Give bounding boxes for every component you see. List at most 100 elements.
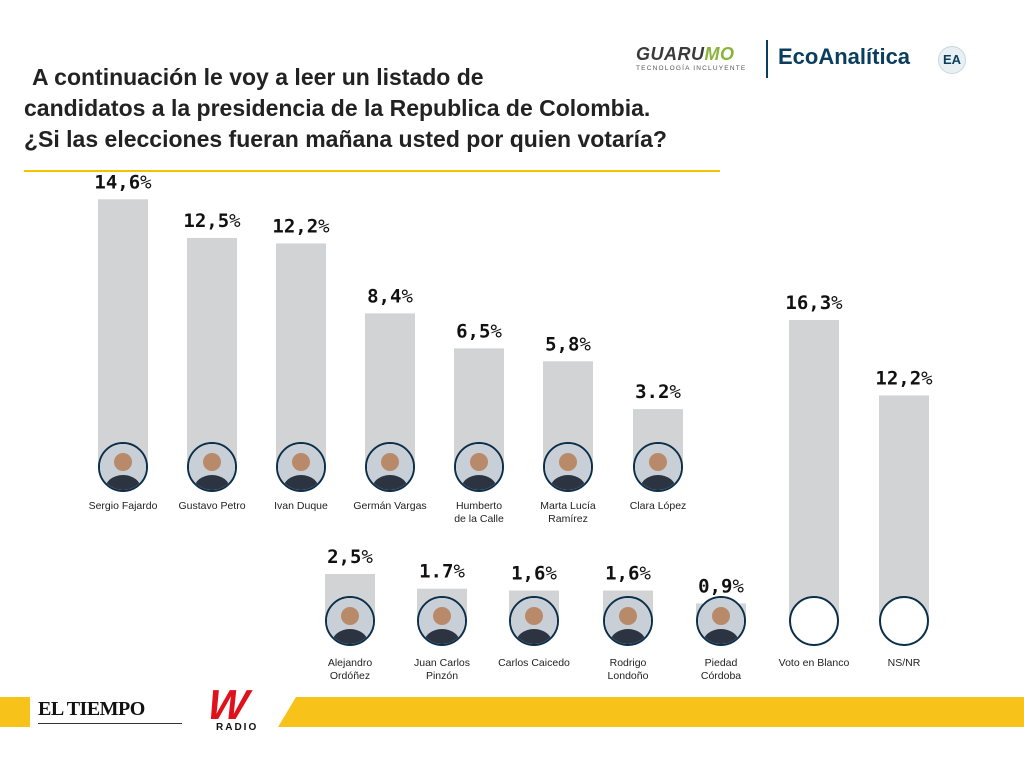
- value-label-juan-carlos-pinzon: 1.7%: [419, 561, 465, 583]
- portrait-figure-gustavo-petro: [189, 444, 235, 490]
- portrait-head-juan-carlos-pinzon: [433, 607, 451, 625]
- value-number-piedad-cordoba: 0,9: [698, 575, 732, 597]
- value-number-ns-nr: 12,2: [875, 367, 921, 389]
- value-percent-piedad-cordoba: %: [732, 575, 744, 597]
- portrait-icon-clara-lopez: [633, 442, 683, 492]
- portrait-body-rodrigo-londono: [610, 629, 646, 644]
- portrait-body-alejandro-ordonez: [332, 629, 368, 644]
- value-number-alejandro-ordonez: 2,5: [327, 546, 361, 568]
- value-percent-ivan-duque: %: [318, 215, 330, 237]
- portrait-icon-german-vargas: [365, 442, 415, 492]
- value-label-rodrigo-londono: 1,6%: [605, 563, 651, 585]
- value-label-german-vargas: 8,4%: [367, 285, 413, 307]
- portrait-body-ivan-duque: [283, 475, 319, 490]
- value-number-juan-carlos-pinzon: 1.7: [419, 561, 453, 583]
- value-percent-gustavo-petro: %: [229, 210, 241, 232]
- logo-separator: [766, 40, 768, 78]
- portrait-icon-sergio-fajardo: [98, 442, 148, 492]
- guarumo-logo: GUARUMO TECNOLOGÍA INCLUYENTE: [636, 44, 758, 78]
- portrait-body-sergio-fajardo: [105, 475, 141, 490]
- bar-voto-en-blanco: [789, 320, 839, 620]
- candidate-name-voto-en-blanco: Voto en Blanco: [779, 657, 850, 669]
- value-percent-humberto-de-la-calle: %: [490, 320, 502, 342]
- question-title: A continuación le voy a leer un listado …: [24, 62, 744, 155]
- candidate-name-german-vargas: Germán Vargas: [353, 500, 426, 512]
- value-label-gustavo-petro: 12,5%: [183, 210, 241, 232]
- candidate-name-humberto-de-la-calle-line-1: Humberto: [456, 500, 502, 512]
- value-label-voto-en-blanco: 16,3%: [785, 292, 843, 314]
- portrait-icon-piedad-cordoba: [696, 596, 746, 646]
- value-percent-sergio-fajardo: %: [140, 171, 152, 193]
- value-percent-voto-en-blanco: %: [831, 292, 843, 314]
- candidate-name-rodrigo-londono-line-2: Londoño: [608, 670, 649, 682]
- portrait-body-gustavo-petro: [194, 475, 230, 490]
- candidate-name-piedad-cordoba-line-1: Piedad: [705, 657, 738, 669]
- w-radio-mark: W: [204, 681, 252, 728]
- portrait-figure-german-vargas: [367, 444, 413, 490]
- candidate-name-marta-lucia-ramirez-line-2: Ramírez: [548, 513, 588, 525]
- portrait-icon-alejandro-ordonez: [325, 596, 375, 646]
- value-percent-ns-nr: %: [921, 367, 933, 389]
- candidate-name-piedad-cordoba-line-2: Córdoba: [701, 670, 741, 682]
- candidate-name-alejandro-ordonez-line-1: Alejandro: [328, 657, 373, 669]
- portrait-icon-carlos-caicedo: [509, 596, 559, 646]
- portrait-body-carlos-caicedo: [516, 629, 552, 644]
- portrait-head-german-vargas: [381, 453, 399, 471]
- empty-portrait-icon-ns-nr: [879, 596, 929, 646]
- portrait-head-alejandro-ordonez: [341, 607, 359, 625]
- candidate-name-carlos-caicedo: Carlos Caicedo: [498, 657, 570, 669]
- title-underline: [24, 170, 720, 172]
- portrait-body-clara-lopez: [640, 475, 676, 490]
- w-radio-label: RADIO: [216, 722, 259, 733]
- value-number-carlos-caicedo: 1,6: [511, 563, 545, 585]
- empty-portrait-icon-voto-en-blanco: [789, 596, 839, 646]
- value-number-humberto-de-la-calle: 6,5: [456, 320, 490, 342]
- portrait-icon-marta-lucia-ramirez: [543, 442, 593, 492]
- guarumo-wordmark: GUARUMO: [636, 44, 758, 64]
- value-label-ivan-duque: 12,2%: [272, 215, 330, 237]
- value-label-carlos-caicedo: 1,6%: [511, 563, 557, 585]
- value-label-clara-lopez: 3.2%: [635, 381, 681, 403]
- portrait-head-marta-lucia-ramirez: [559, 453, 577, 471]
- value-percent-juan-carlos-pinzon: %: [453, 561, 465, 583]
- candidate-name-clara-lopez: Clara López: [630, 500, 687, 512]
- value-label-marta-lucia-ramirez: 5,8%: [545, 333, 591, 355]
- portrait-head-humberto-de-la-calle: [470, 453, 488, 471]
- value-number-ivan-duque: 12,2: [272, 215, 318, 237]
- portrait-figure-rodrigo-londono: [605, 598, 651, 644]
- w-radio-logo: W RADIO: [204, 681, 268, 738]
- guarumo-word-b: MO: [704, 44, 735, 64]
- portrait-head-clara-lopez: [649, 453, 667, 471]
- value-number-marta-lucia-ramirez: 5,8: [545, 333, 579, 355]
- portrait-figure-humberto-de-la-calle: [456, 444, 502, 490]
- ecoanalitica-logo: EcoAnalítica: [778, 44, 911, 69]
- portrait-head-carlos-caicedo: [525, 607, 543, 625]
- portrait-body-marta-lucia-ramirez: [550, 475, 586, 490]
- value-label-humberto-de-la-calle: 6,5%: [456, 320, 502, 342]
- candidate-name-ns-nr: NS/NR: [888, 657, 921, 669]
- portrait-icon-rodrigo-londono: [603, 596, 653, 646]
- candidate-name-marta-lucia-ramirez-line-1: Marta Lucía: [540, 500, 596, 512]
- value-number-rodrigo-londono: 1,6: [605, 563, 639, 585]
- candidate-name-ivan-duque: Ivan Duque: [274, 500, 328, 512]
- value-number-sergio-fajardo: 14,6: [94, 171, 140, 193]
- portrait-frame-voto-en-blanco: [789, 596, 839, 646]
- value-number-clara-lopez: 3.2: [635, 381, 669, 403]
- portrait-head-sergio-fajardo: [114, 453, 132, 471]
- portrait-figure-carlos-caicedo: [511, 598, 557, 644]
- value-percent-carlos-caicedo: %: [545, 563, 557, 585]
- portrait-figure-ivan-duque: [278, 444, 324, 490]
- portrait-body-humberto-de-la-calle: [461, 475, 497, 490]
- value-label-sergio-fajardo: 14,6%: [94, 171, 152, 193]
- value-number-gustavo-petro: 12,5: [183, 210, 229, 232]
- value-label-ns-nr: 12,2%: [875, 367, 933, 389]
- value-percent-marta-lucia-ramirez: %: [579, 333, 591, 355]
- portrait-head-piedad-cordoba: [712, 607, 730, 625]
- portrait-body-juan-carlos-pinzon: [424, 629, 460, 644]
- title-line-1: A continuación le voy a leer un listado …: [32, 64, 484, 90]
- candidate-name-alejandro-ordonez-line-2: Ordóñez: [330, 670, 370, 682]
- portrait-figure-marta-lucia-ramirez: [545, 444, 591, 490]
- bar-gustavo-petro: [187, 237, 237, 468]
- portrait-frame-ns-nr: [879, 596, 929, 646]
